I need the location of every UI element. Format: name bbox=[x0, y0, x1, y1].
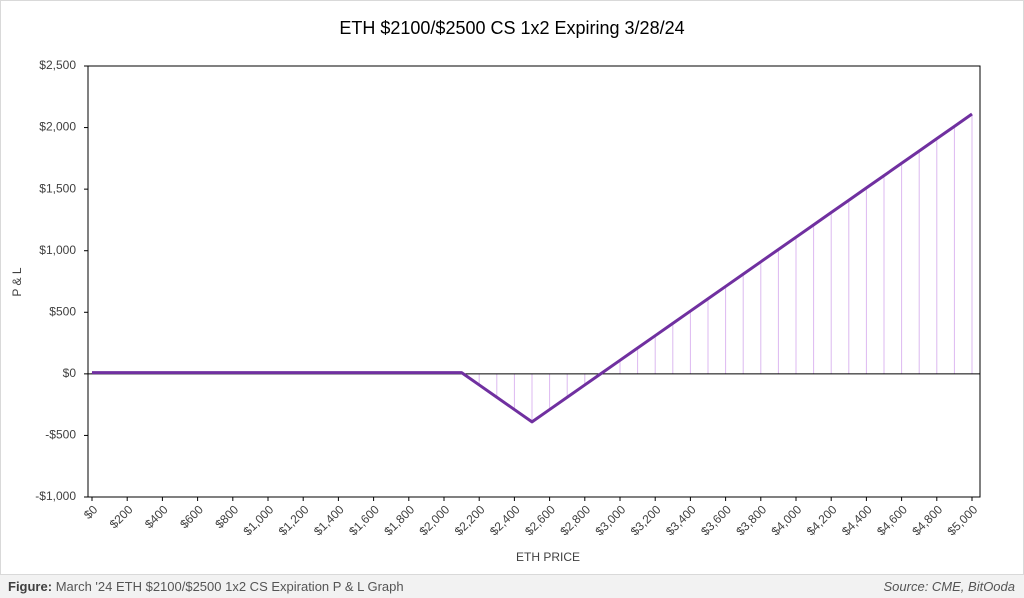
y-tick-label: $2,500 bbox=[39, 58, 76, 72]
y-tick-label: $1,500 bbox=[39, 181, 76, 195]
caption-text: March '24 ETH $2100/$2500 1x2 CS Expirat… bbox=[55, 579, 404, 594]
y-tick-label: -$500 bbox=[45, 428, 76, 442]
chart: ETH $2100/$2500 CS 1x2 Expiring 3/28/24 … bbox=[0, 0, 1024, 575]
plot-frame bbox=[87, 65, 981, 498]
y-axis-label: P & L bbox=[10, 267, 24, 296]
x-axis-label: ETH PRICE bbox=[516, 550, 580, 564]
caption-label: Figure: bbox=[8, 579, 53, 594]
source: Source: CME, BitOoda bbox=[883, 579, 1016, 594]
y-tick-label: $2,000 bbox=[39, 120, 76, 134]
y-tick-label: $1,000 bbox=[39, 243, 76, 257]
y-tick-label: $500 bbox=[49, 304, 76, 318]
chart-title: ETH $2100/$2500 CS 1x2 Expiring 3/28/24 bbox=[339, 18, 684, 38]
caption: Figure: March '24 ETH $2100/$2500 1x2 CS… bbox=[8, 579, 404, 594]
footer: Figure: March '24 ETH $2100/$2500 1x2 CS… bbox=[0, 575, 1024, 598]
y-tick-label: -$1,000 bbox=[35, 489, 76, 503]
chart-border bbox=[0, 0, 1024, 575]
y-tick-label: $0 bbox=[63, 366, 77, 380]
pnl-line bbox=[92, 112, 973, 424]
